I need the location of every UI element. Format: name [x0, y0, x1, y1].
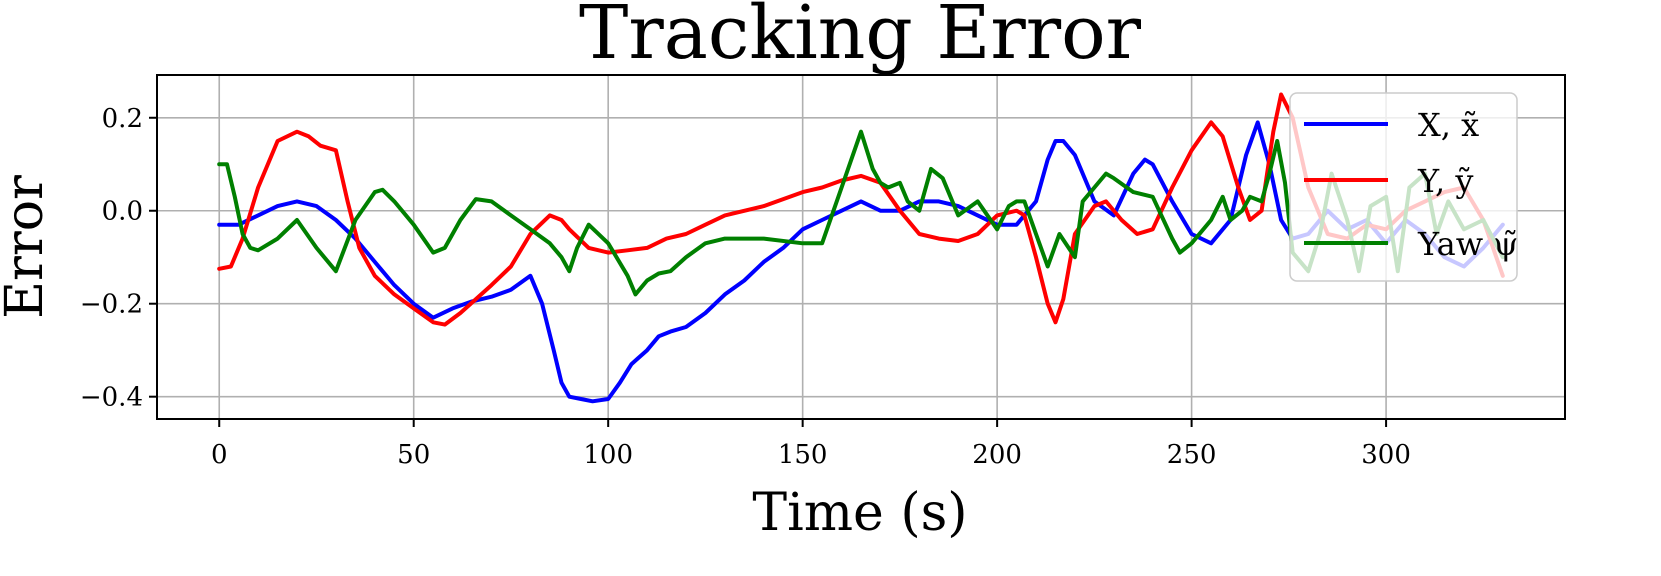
tick-marks: 0 50 100 150 200 250 300 −0.4 −0.2 0.0 0.2 — [80, 104, 1411, 470]
x-tick-label: 100 — [583, 440, 633, 470]
x-tick-label: 200 — [972, 440, 1022, 470]
series-line-x — [217, 120, 1505, 404]
y-tick-label: 0.0 — [102, 197, 143, 227]
y-axis-label: Error — [0, 175, 55, 319]
chart-title: Tracking Error — [579, 0, 1142, 76]
x-tick-label: 300 — [1361, 440, 1411, 470]
y-tick-label: −0.2 — [80, 290, 143, 320]
x-axis-label: Time (s) — [752, 483, 967, 543]
legend-box — [1289, 92, 1518, 282]
series-line-y — [217, 92, 1505, 327]
legend-label-yaw: Yaw ψ̃ — [1417, 225, 1518, 263]
legend-label-y: Y, ỹ — [1417, 162, 1473, 200]
y-tick-label: −0.4 — [80, 383, 143, 413]
legend-label-x: X, x̃ — [1418, 106, 1479, 144]
x-tick-label: 150 — [778, 440, 828, 470]
x-tick-label: 50 — [397, 440, 430, 470]
plot-frame — [156, 74, 1566, 420]
x-tick-label: 0 — [211, 440, 228, 470]
x-tick-label: 250 — [1167, 440, 1217, 470]
y-tick-label: 0.2 — [102, 104, 143, 134]
legend: X, x̃ Y, ỹ Yaw ψ̃ — [1289, 92, 1518, 282]
